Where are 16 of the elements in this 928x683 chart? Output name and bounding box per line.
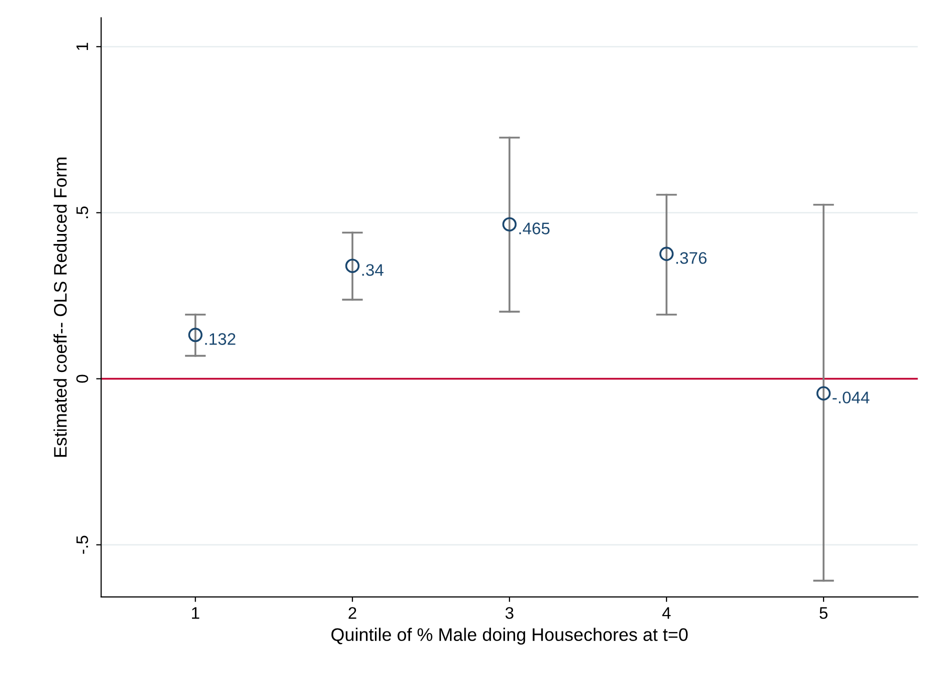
y-tick-label: -.5: [76, 536, 88, 554]
x-axis-title: Quintile of % Male doing Housechores at t=0: [331, 628, 688, 645]
y-tick-label: 1: [76, 42, 88, 50]
x-tick-label: 2: [348, 607, 356, 619]
data-label: -.044: [832, 392, 870, 404]
data-label: .376: [676, 252, 707, 264]
y-tick-label: .5: [76, 206, 88, 218]
x-tick-label: 3: [505, 607, 514, 619]
x-tick-label: 5: [820, 607, 828, 619]
x-tick-label: 1: [192, 607, 200, 619]
data-label: .34: [362, 264, 384, 276]
y-tick-label: 0: [76, 374, 88, 383]
y-axis-title: Estimated coeff-- OLS Reduced Form: [54, 158, 67, 457]
data-label: .132: [205, 333, 236, 345]
data-label: .465: [519, 222, 550, 234]
x-tick-label: 4: [662, 607, 671, 619]
